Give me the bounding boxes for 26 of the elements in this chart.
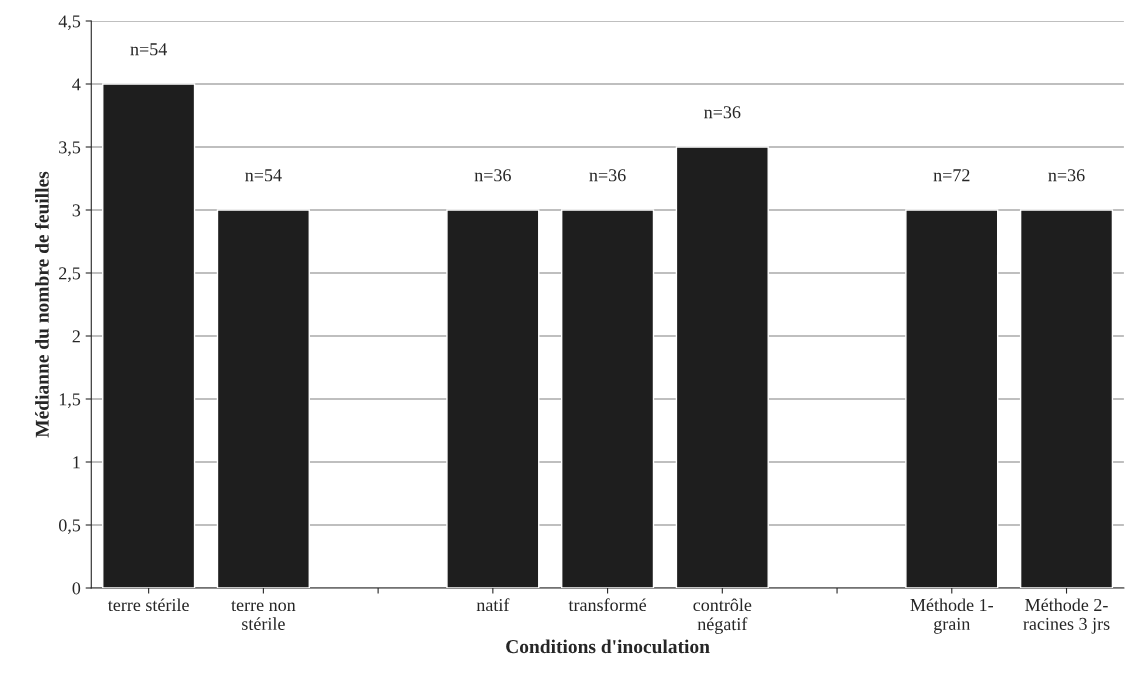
y-tick-label: 2,5 bbox=[59, 267, 81, 283]
annotation: n=54 bbox=[130, 43, 167, 56]
annotation: n=72 bbox=[933, 169, 970, 182]
y-tick-label: 1 bbox=[73, 456, 80, 469]
annotation: n=36 bbox=[1048, 169, 1085, 182]
y-tick-label: 0 bbox=[72, 582, 81, 595]
y-tick-label: 1,5 bbox=[59, 393, 81, 409]
x-tick-label: Méthode 2- racines 3 jrs bbox=[1023, 598, 1110, 634]
x-tick-label: natif bbox=[476, 598, 510, 612]
y-axis-title: Médianne du nombre de feuilles bbox=[34, 171, 49, 438]
annotation: n=36 bbox=[474, 169, 511, 182]
x-tick-label: terre non stérile bbox=[231, 600, 296, 630]
annotation: n=36 bbox=[704, 106, 741, 119]
y-tick-label: 3 bbox=[72, 204, 81, 217]
x-tick-label: terre stérile bbox=[107, 598, 189, 612]
y-tick-label: 4 bbox=[72, 78, 81, 91]
x-tick-label: contrôle négatif bbox=[693, 598, 752, 634]
y-tick-label: 3,5 bbox=[59, 141, 81, 157]
annotation: n=36 bbox=[589, 169, 626, 182]
x-axis-title: Conditions d'inoculation bbox=[506, 639, 710, 654]
y-tick-label: 2 bbox=[72, 330, 80, 343]
y-tick-label: 4,5 bbox=[58, 15, 81, 31]
y-tick-label: 0,5 bbox=[58, 519, 81, 535]
annotation: n=54 bbox=[245, 169, 282, 182]
x-tick-label: Méthode 1- grain bbox=[910, 598, 993, 634]
x-tick-label: transformé bbox=[568, 598, 647, 612]
